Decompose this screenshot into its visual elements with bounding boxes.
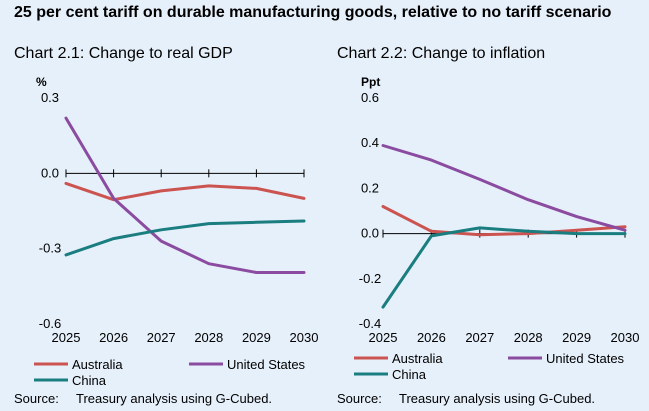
- inflation-y-tick-label: -0.2: [359, 271, 381, 286]
- source-note-inflation: Source: Treasury analysis using G-Cubed.: [337, 391, 595, 407]
- inflation-series-line-australia: [381, 205, 627, 237]
- source-text: Treasury analysis using G-Cubed.: [399, 391, 596, 406]
- inflation-x-tick-label: 2025: [369, 330, 398, 345]
- gdp-legend-label-china: China: [72, 373, 107, 388]
- source-text: Treasury analysis using G-Cubed.: [76, 391, 273, 406]
- gdp-y-tick-label: -0.3: [39, 241, 61, 256]
- gdp-x-tick-label: 2025: [52, 330, 81, 345]
- gdp-series-line-china: [64, 219, 306, 257]
- gdp-legend-label-united-states: United States: [227, 357, 306, 372]
- inflation-y-tick-label: 0.4: [361, 135, 379, 150]
- gdp-x-tick-label: 2029: [242, 330, 271, 345]
- gdp-x-tick-label: 2026: [99, 330, 128, 345]
- gdp-x-tick-label: 2028: [194, 330, 223, 345]
- chart-title-gdp: Chart 2.1: Change to real GDP: [14, 45, 233, 62]
- source-label: Source:: [337, 391, 382, 406]
- inflation-x-tick-label: 2029: [562, 330, 591, 345]
- inflation-series-line-united-states: [381, 144, 627, 232]
- chart-title-inflation: Chart 2.2: Change to inflation: [337, 45, 546, 62]
- gdp-series-line-united-states: [64, 116, 306, 274]
- inflation-legend-label-australia: Australia: [392, 351, 443, 366]
- gdp-y-tick-label: 0.0: [41, 165, 59, 180]
- inflation-series-line-china: [381, 226, 627, 309]
- gdp-legend-label-australia: Australia: [72, 357, 123, 372]
- gdp-x-tick-label: 2027: [147, 330, 176, 345]
- inflation-legend-label-united-states: United States: [546, 351, 625, 366]
- inflation-x-tick-label: 2028: [514, 330, 543, 345]
- gdp-series-line-australia: [64, 181, 306, 202]
- inflation-y-tick-label: -0.4: [359, 316, 381, 331]
- inflation-x-tick-label: 2030: [611, 330, 640, 345]
- inflation-y-unit-label: Ppt: [361, 75, 380, 89]
- figure-title: 25 per cent tariff on durable manufactur…: [14, 4, 612, 21]
- inflation-y-tick-label: 0.0: [361, 226, 379, 241]
- gdp-y-tick-label: 0.3: [41, 90, 59, 105]
- inflation-y-tick-label: 0.2: [361, 180, 379, 195]
- gdp-y-unit-label: %: [36, 75, 47, 89]
- gdp-x-tick-label: 2030: [290, 330, 319, 345]
- inflation-x-tick-label: 2026: [417, 330, 446, 345]
- gdp-y-tick-label: -0.6: [39, 316, 61, 331]
- inflation-x-tick-label: 2027: [465, 330, 494, 345]
- source-label: Source:: [14, 391, 59, 406]
- inflation-y-tick-label: 0.6: [361, 90, 379, 105]
- inflation-legend-label-china: China: [392, 367, 427, 382]
- source-note-gdp: Source: Treasury analysis using G-Cubed.: [14, 391, 272, 407]
